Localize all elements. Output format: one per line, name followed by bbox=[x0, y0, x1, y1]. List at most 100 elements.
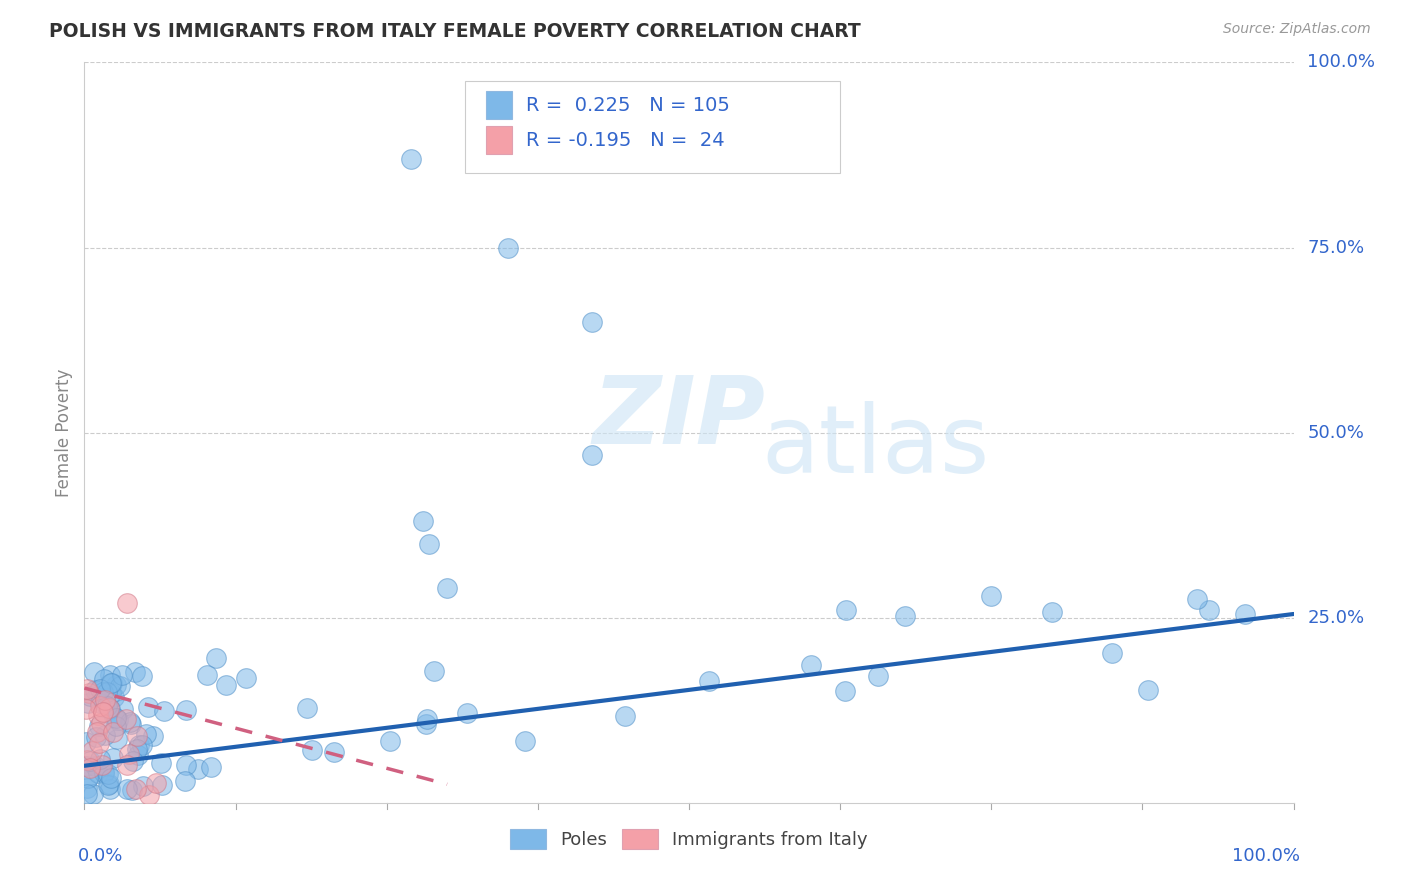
Point bbox=[101, 675, 124, 690]
Point bbox=[115, 712, 138, 726]
Point bbox=[150, 756, 173, 771]
Point bbox=[121, 783, 143, 797]
Point bbox=[122, 754, 145, 768]
Point bbox=[187, 762, 209, 776]
Point bbox=[96, 698, 118, 713]
Point bbox=[868, 669, 890, 683]
Point bbox=[100, 676, 122, 690]
Point bbox=[581, 314, 603, 328]
Point bbox=[89, 752, 111, 766]
Point bbox=[422, 664, 444, 678]
Point bbox=[105, 731, 128, 746]
FancyBboxPatch shape bbox=[486, 126, 512, 154]
Point bbox=[200, 760, 222, 774]
Point bbox=[97, 777, 120, 791]
Point bbox=[378, 734, 401, 748]
Point bbox=[150, 778, 173, 792]
Point bbox=[697, 674, 720, 689]
Point bbox=[138, 699, 160, 714]
Point bbox=[82, 743, 104, 757]
Point bbox=[613, 709, 636, 723]
Point bbox=[104, 711, 127, 725]
Point bbox=[103, 690, 125, 704]
Point bbox=[87, 736, 110, 750]
Point bbox=[94, 692, 117, 706]
Point bbox=[110, 679, 132, 693]
Point bbox=[800, 658, 823, 673]
Point bbox=[115, 596, 138, 610]
Point bbox=[112, 702, 135, 716]
Point bbox=[1198, 603, 1220, 617]
Point bbox=[89, 698, 111, 713]
Point bbox=[980, 589, 1002, 603]
Point bbox=[93, 765, 115, 780]
Point bbox=[82, 787, 104, 801]
Point bbox=[118, 747, 141, 762]
Point bbox=[89, 682, 111, 697]
Point bbox=[124, 665, 146, 680]
Point bbox=[111, 668, 134, 682]
Point bbox=[1101, 646, 1123, 660]
Point bbox=[76, 787, 98, 801]
Point bbox=[104, 678, 127, 692]
Point bbox=[87, 719, 110, 733]
Point bbox=[173, 773, 195, 788]
Point bbox=[84, 759, 107, 773]
Point bbox=[93, 672, 115, 686]
Point bbox=[118, 714, 141, 729]
Text: 75.0%: 75.0% bbox=[1308, 238, 1365, 257]
Point bbox=[87, 766, 110, 780]
Point bbox=[456, 706, 478, 720]
Point bbox=[436, 581, 458, 595]
Text: 100.0%: 100.0% bbox=[1308, 54, 1375, 71]
Point bbox=[104, 719, 127, 733]
Point bbox=[76, 697, 98, 711]
Point bbox=[101, 725, 124, 739]
Point bbox=[84, 730, 107, 744]
Point bbox=[138, 789, 160, 803]
Text: R =  0.225   N = 105: R = 0.225 N = 105 bbox=[526, 95, 730, 115]
Point bbox=[205, 651, 228, 665]
Text: 50.0%: 50.0% bbox=[1308, 424, 1364, 442]
Point bbox=[107, 713, 129, 727]
Point bbox=[76, 682, 98, 697]
Point bbox=[125, 729, 148, 743]
Point bbox=[399, 152, 422, 166]
Point bbox=[97, 767, 120, 781]
Point bbox=[97, 778, 120, 792]
Point bbox=[75, 702, 97, 716]
Point bbox=[79, 690, 101, 704]
Text: POLISH VS IMMIGRANTS FROM ITALY FEMALE POVERTY CORRELATION CHART: POLISH VS IMMIGRANTS FROM ITALY FEMALE P… bbox=[49, 22, 860, 41]
Point bbox=[91, 757, 114, 772]
FancyBboxPatch shape bbox=[486, 91, 512, 120]
Point bbox=[98, 702, 121, 716]
Point bbox=[93, 728, 115, 742]
Text: ZIP: ZIP bbox=[592, 372, 765, 464]
Point bbox=[90, 715, 112, 730]
Point bbox=[75, 759, 97, 773]
Point bbox=[115, 781, 138, 796]
Legend: Poles, Immigrants from Italy: Poles, Immigrants from Italy bbox=[503, 822, 875, 856]
Point bbox=[235, 671, 257, 685]
Point bbox=[98, 667, 121, 681]
Point bbox=[100, 771, 122, 785]
Point bbox=[415, 717, 437, 731]
Point bbox=[125, 781, 148, 796]
FancyBboxPatch shape bbox=[465, 81, 841, 173]
Point bbox=[195, 668, 218, 682]
Text: R = -0.195   N =  24: R = -0.195 N = 24 bbox=[526, 130, 724, 150]
Point bbox=[835, 603, 858, 617]
Point bbox=[215, 678, 238, 692]
Point bbox=[496, 240, 519, 255]
Point bbox=[77, 686, 100, 700]
Point bbox=[131, 668, 153, 682]
Point bbox=[89, 697, 111, 711]
Point bbox=[418, 536, 440, 550]
Y-axis label: Female Poverty: Female Poverty bbox=[55, 368, 73, 497]
Point bbox=[1185, 592, 1208, 607]
Point bbox=[101, 751, 124, 765]
Point bbox=[120, 717, 142, 731]
Point bbox=[416, 712, 439, 726]
Point bbox=[412, 515, 434, 529]
Text: atlas: atlas bbox=[762, 401, 990, 493]
